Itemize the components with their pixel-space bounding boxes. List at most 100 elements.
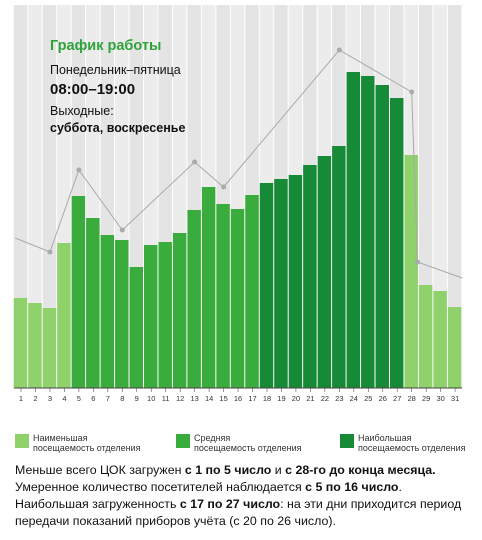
- x-tick-label: 11: [162, 394, 170, 403]
- legend-label: посещаемость отделения: [358, 443, 466, 453]
- bar: [42, 308, 57, 388]
- bar: [404, 155, 418, 388]
- x-tick-label: 25: [364, 394, 372, 403]
- stripe: [28, 5, 42, 388]
- bar: [158, 242, 172, 388]
- note-run: с 1 по 5 число: [184, 463, 272, 477]
- bar: [57, 243, 71, 388]
- x-tick-label: 30: [436, 394, 444, 403]
- x-tick-label: 18: [263, 394, 271, 403]
- legend-label: Наименьшая: [33, 433, 88, 443]
- bar: [115, 240, 129, 388]
- weekend-label: Выходные:: [50, 104, 114, 118]
- x-tick-label: 20: [292, 394, 300, 403]
- note-run: : на эти дни приходится период передачи …: [15, 497, 462, 528]
- trend-point: [47, 249, 53, 255]
- bar: [259, 183, 274, 388]
- note: Наибольшая загруженность с 17 по 27 числ…: [15, 496, 475, 530]
- bar: [361, 76, 375, 388]
- bar: [28, 303, 42, 388]
- stripe: [13, 5, 28, 388]
- bar: [317, 156, 332, 388]
- legend-swatch: [176, 434, 190, 448]
- x-tick-label: 16: [234, 394, 242, 403]
- note-run: Умеренное количество посетителей наблюда…: [15, 480, 306, 494]
- bar: [201, 187, 216, 388]
- trend-point: [414, 259, 420, 265]
- x-tick-label: 9: [135, 394, 139, 403]
- trend-point: [409, 89, 415, 95]
- legend-label: посещаемость отделения: [33, 443, 141, 453]
- bar: [418, 285, 433, 388]
- notes: Меньше всего ЦОК загружен с 1 по 5 число…: [15, 462, 475, 530]
- bar: [433, 291, 447, 388]
- bar: [447, 307, 462, 388]
- weekend-days: суббота, воскресенье: [50, 121, 185, 135]
- bar: [100, 235, 115, 388]
- bar: [245, 195, 259, 388]
- x-tick-label: 28: [408, 394, 416, 403]
- bars: [13, 72, 462, 388]
- note-run: Наибольшая загруженность: [15, 497, 180, 511]
- chart-title: График работы: [50, 38, 161, 54]
- hours: 08:00–19:00: [50, 81, 135, 98]
- note: Умеренное количество посетителей наблюда…: [15, 479, 475, 496]
- x-tick-label: 14: [205, 394, 213, 403]
- trend-point: [76, 167, 82, 173]
- bar: [230, 209, 245, 388]
- legend-swatch: [15, 434, 29, 448]
- bar: [216, 204, 230, 388]
- trend-point: [336, 47, 342, 53]
- x-tick-label: 1: [19, 394, 23, 403]
- bar: [143, 245, 158, 388]
- x-tick-label: 12: [176, 394, 184, 403]
- x-tick-label: 17: [248, 394, 256, 403]
- note-run: с 5 по 16 число: [305, 480, 399, 494]
- trend-point: [192, 159, 198, 165]
- trend-point: [221, 184, 227, 190]
- note-run: Меньше всего ЦОК загружен: [15, 463, 185, 477]
- trend: [15, 47, 463, 279]
- stripe: [42, 5, 57, 388]
- x-tick-label: 24: [350, 394, 358, 403]
- trend-point: [119, 227, 125, 233]
- x-tick-label: 8: [120, 394, 124, 403]
- legend-label: Средняя: [194, 433, 230, 443]
- x-tick-label: 19: [277, 394, 285, 403]
- x-tick-label: 22: [321, 394, 329, 403]
- x-tick-label: 5: [77, 394, 81, 403]
- weekdays: Понедельник–пятница: [50, 63, 181, 77]
- x-tick-label: 2: [33, 394, 37, 403]
- x-tick-label: 27: [393, 394, 401, 403]
- x-tick-label: 10: [147, 394, 155, 403]
- bar: [13, 298, 28, 388]
- bar: [288, 175, 303, 388]
- bar: [303, 165, 317, 388]
- note-run: и: [271, 463, 286, 477]
- x-tick-label: 21: [306, 394, 314, 403]
- axis: 1 2 3 4 5 6 7 8 9 10 11 12 13 14 15 16 17 18 19 20 21 22 23 24 2…: [14, 387, 462, 403]
- bar: [389, 98, 404, 388]
- x-tick-label: 7: [106, 394, 110, 403]
- bar: [274, 179, 288, 388]
- bar: [375, 85, 389, 388]
- bar: [172, 233, 187, 388]
- bar: [86, 218, 100, 388]
- stripe: [447, 5, 462, 388]
- trend-line: [15, 49, 463, 279]
- x-tick-label: 26: [379, 394, 387, 403]
- note: Меньше всего ЦОК загружен с 1 по 5 число…: [15, 462, 475, 479]
- bar: [332, 146, 346, 388]
- note-run: .: [398, 480, 402, 494]
- x-tick-label: 31: [451, 394, 459, 403]
- bar: [346, 72, 361, 388]
- legend-swatch: [340, 434, 354, 448]
- x-tick-label: 4: [62, 394, 66, 403]
- legend-label: Наибольшая: [358, 433, 412, 443]
- bar: [129, 267, 143, 388]
- note-run: с 28-го до конца месяца.: [285, 463, 436, 477]
- chart: График работы Понедельник–пятница 08:00–…: [13, 5, 466, 453]
- x-tick-label: 23: [335, 394, 343, 403]
